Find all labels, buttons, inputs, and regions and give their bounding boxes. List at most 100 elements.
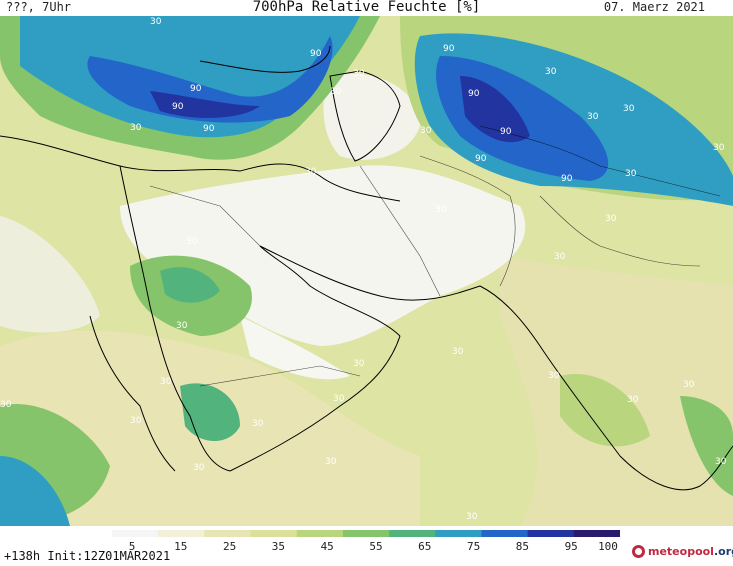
contour-label-30: 30 (623, 104, 635, 114)
header-bar: ???, 7Uhr 700hPa Relative Feuchte [%] 07… (0, 0, 733, 16)
contour-label-90: 90 (561, 174, 573, 184)
contour-label-30: 30 (353, 359, 365, 369)
coast-persian-gulf-south (259, 245, 401, 337)
contour-label-30: 30 (330, 87, 342, 97)
colorbar-tick-label: 25 (222, 540, 237, 553)
contour-label-90: 90 (468, 89, 480, 99)
contour-label-30: 30 (325, 457, 337, 467)
border-1 (149, 185, 261, 247)
contour-label-30: 30 (420, 126, 432, 136)
contour-label-30: 30 (353, 69, 365, 79)
colorbar-tick-label: 100 (598, 540, 618, 553)
contour-label-30: 30 (176, 321, 188, 331)
coast-red-sea-east (119, 165, 231, 472)
colorbar-tick-label: 75 (466, 540, 481, 553)
colorbar-segment (204, 530, 252, 537)
colorbar-segment (342, 530, 390, 537)
logo-icon (632, 545, 645, 558)
border-2 (359, 165, 441, 297)
borders (149, 125, 721, 387)
colorbar-tick-label: 35 (271, 540, 286, 553)
contour-label-30: 30 (305, 167, 317, 177)
contour-label-30: 30 (545, 67, 557, 77)
humidity-map-svg: 30 90 90 90 90 90 90 90 90 90 30 30 30 3… (0, 16, 733, 526)
dry-area-arabia-east (240, 316, 350, 380)
colorbar-tick-label: 5 (128, 540, 136, 553)
contour-label-30: 30 (466, 512, 478, 522)
contour-label-30: 30 (452, 347, 464, 357)
border-5 (199, 365, 361, 387)
contour-label-30: 30 (548, 371, 560, 381)
contour-label-30: 30 (0, 400, 12, 410)
contour-label-30: 30 (587, 112, 599, 122)
coast-caspian (329, 70, 401, 162)
moist-patch-bay-bengal (680, 396, 733, 496)
contour-label-30: 30 (715, 457, 727, 467)
contour-label-30: 30 (435, 205, 447, 215)
colorbar-segment (296, 530, 344, 537)
contour-label-30: 30 (627, 395, 639, 405)
location-time-label: ???, 7Uhr (6, 0, 72, 14)
footer-bar: 5 15 25 35 45 55 65 75 85 95 100 +138h Init:12Z01M… (0, 526, 733, 566)
colorbar-segment (481, 530, 529, 537)
contour-label-90: 90 (443, 44, 455, 54)
colorbar-tick-label: 65 (418, 540, 432, 553)
contour-label-30: 30 (193, 463, 205, 473)
moist-patch-africa-core (0, 456, 70, 526)
colorbar-segment (389, 530, 436, 537)
colorbar-tick-label: 85 (515, 540, 530, 553)
forecast-run-info: +138h Init:12Z01MAR2021 (4, 549, 171, 563)
contour-label-30: 30 (683, 380, 695, 390)
contour-labels: 30 90 90 90 90 90 90 90 90 90 30 30 30 3… (0, 17, 727, 522)
colorbar-tick-label: 45 (320, 540, 334, 553)
contour-label-30: 30 (333, 394, 345, 404)
coast-med-turkey (0, 135, 401, 202)
contour-label-90: 90 (190, 84, 202, 94)
contour-label-30: 30 (150, 17, 162, 27)
map-title: 700hPa Relative Feuchte [%] (252, 0, 481, 15)
logo-text: meteopool.org (648, 545, 733, 558)
moist-patch-yemen (180, 383, 240, 441)
contour-label-90: 90 (310, 49, 322, 59)
colorbar-segment (158, 530, 205, 537)
contour-label-30: 30 (186, 237, 198, 247)
humidity-map: 30 90 90 90 90 90 90 90 90 90 30 30 30 3… (0, 16, 733, 526)
contour-label-90: 90 (475, 154, 487, 164)
colorbar-segment (527, 530, 575, 537)
contour-label-90: 90 (203, 124, 215, 134)
saturated-band-turkey (150, 91, 260, 118)
forecast-date: 07. Maerz 2021 (603, 0, 705, 14)
moist-patch-india-central (560, 374, 650, 447)
border-6 (479, 125, 721, 197)
border-4 (539, 195, 701, 267)
contour-label-30: 30 (605, 214, 617, 224)
colorbar-segments (112, 530, 620, 537)
contour-label-30: 30 (130, 123, 142, 133)
coast-black-sea (199, 45, 331, 73)
moist-band-turkey-inner (87, 36, 333, 123)
contour-label-30: 30 (130, 416, 142, 426)
contour-label-90: 90 (500, 127, 512, 137)
coast-red-sea-west (89, 315, 176, 472)
logo-main: meteopool (648, 545, 714, 558)
coastlines (0, 45, 733, 491)
border-3 (419, 155, 516, 287)
colorbar-segment (112, 530, 159, 537)
contour-label-90: 90 (172, 102, 184, 112)
contour-label-30: 30 (554, 252, 566, 262)
moist-patch-arabia-core (160, 267, 220, 303)
coast-arabia-south (229, 335, 401, 472)
dry-area-egypt (0, 216, 100, 333)
colorbar-tick-label: 15 (174, 540, 188, 553)
meteopool-logo[interactable]: meteopool.org (632, 544, 733, 564)
colorbar-segment (435, 530, 482, 537)
contour-label-30: 30 (713, 143, 725, 153)
saturated-band-central-asia (460, 76, 530, 143)
contour-label-30: 30 (252, 419, 264, 429)
colorbar-segment (250, 530, 298, 537)
contour-label-30: 30 (625, 169, 637, 179)
coast-iran-india (259, 245, 733, 491)
humidity-colorbar (112, 530, 620, 537)
colorbar-segment (573, 530, 620, 537)
